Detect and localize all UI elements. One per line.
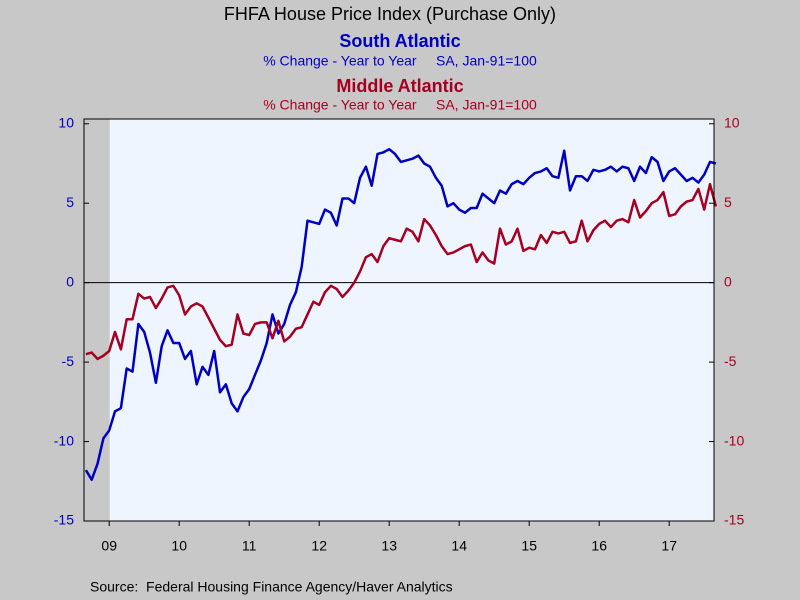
plot-area — [83, 118, 715, 522]
series-line — [84, 147, 717, 481]
y-tick-label: 0 — [66, 273, 74, 289]
legend-subtitle: % Change - Year to Year SA, Jan-91=100 — [263, 53, 537, 69]
legend-entry: South Atlantic — [339, 31, 460, 51]
x-tick-label: 13 — [381, 538, 397, 554]
y-tick-label: -10 — [54, 432, 74, 448]
x-tick-label: 15 — [521, 538, 537, 554]
y2-tick-label: 0 — [724, 273, 732, 289]
x-tick-label: 10 — [171, 538, 187, 554]
recession-band — [84, 119, 110, 521]
series-line — [85, 182, 718, 361]
y-tick-label: -5 — [62, 353, 75, 369]
y-tick-label: 5 — [66, 194, 74, 210]
y2-tick-label: 10 — [724, 114, 740, 130]
x-tick-label: 17 — [661, 538, 677, 554]
y2-tick-label: 5 — [724, 194, 732, 210]
x-tick-label: 16 — [591, 538, 607, 554]
chart-title: FHFA House Price Index (Purchase Only) — [224, 4, 556, 24]
y2-tick-label: -15 — [724, 512, 744, 528]
source: Source: Federal Housing Finance Agency/H… — [90, 579, 453, 595]
y-tick-label: -15 — [54, 512, 74, 528]
x-tick-label: 12 — [311, 538, 327, 554]
legend-entry: Middle Atlantic — [336, 76, 463, 96]
legend-subtitle: % Change - Year to Year SA, Jan-91=100 — [263, 97, 537, 113]
y2-tick-label: -5 — [724, 353, 737, 369]
x-tick-label: 09 — [101, 538, 117, 554]
y2-tick-label: -10 — [724, 432, 744, 448]
plot-border — [83, 118, 715, 522]
x-tick-label: 14 — [451, 538, 467, 554]
y-tick-label: 10 — [58, 114, 74, 130]
x-tick-label: 11 — [242, 538, 257, 554]
